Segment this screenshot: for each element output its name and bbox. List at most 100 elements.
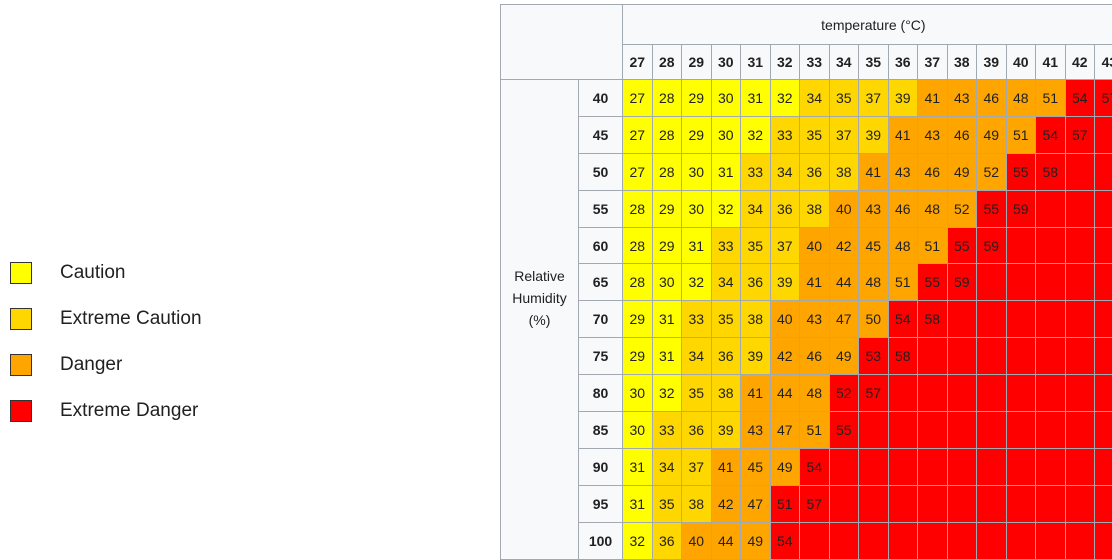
table-cell: 37 bbox=[770, 227, 800, 264]
table-cell: 28 bbox=[652, 153, 682, 190]
table-cell: 39 bbox=[859, 116, 889, 153]
table-cell: 54 bbox=[770, 522, 800, 559]
column-header: 27 bbox=[623, 45, 653, 80]
row-header: 95 bbox=[579, 485, 623, 522]
column-header: 42 bbox=[1065, 45, 1095, 80]
column-header: 38 bbox=[947, 45, 977, 80]
table-cell: 59 bbox=[1006, 190, 1036, 227]
table-cell: 35 bbox=[829, 80, 859, 117]
table-cell: 30 bbox=[682, 153, 712, 190]
table-cell bbox=[829, 522, 859, 559]
table-cell: 45 bbox=[741, 448, 771, 485]
table-cell: 32 bbox=[711, 190, 741, 227]
row-header: 65 bbox=[579, 264, 623, 301]
table-cell bbox=[888, 522, 918, 559]
table-cell bbox=[1095, 522, 1112, 559]
table-cell bbox=[1095, 227, 1112, 264]
table-cell bbox=[977, 485, 1007, 522]
table-cell: 43 bbox=[859, 190, 889, 227]
table-cell: 40 bbox=[770, 301, 800, 338]
table-cell bbox=[1036, 485, 1066, 522]
column-header: 43 bbox=[1095, 45, 1112, 80]
table-cell bbox=[1065, 190, 1095, 227]
table-cell: 41 bbox=[918, 80, 948, 117]
table-cell: 31 bbox=[652, 301, 682, 338]
table-cell: 44 bbox=[770, 375, 800, 412]
table-cell bbox=[947, 338, 977, 375]
table-cell bbox=[918, 448, 948, 485]
legend-label: Extreme Caution bbox=[60, 308, 202, 330]
table-cell bbox=[1006, 301, 1036, 338]
column-header: 31 bbox=[741, 45, 771, 80]
table-cell: 27 bbox=[623, 116, 653, 153]
table-cell: 33 bbox=[770, 116, 800, 153]
table-cell: 51 bbox=[770, 485, 800, 522]
table-cell bbox=[1065, 375, 1095, 412]
table-cell: 30 bbox=[623, 375, 653, 412]
table-cell bbox=[977, 375, 1007, 412]
table-cell bbox=[829, 448, 859, 485]
row-header: 75 bbox=[579, 338, 623, 375]
row-header: 90 bbox=[579, 448, 623, 485]
table-cell: 36 bbox=[770, 190, 800, 227]
table-cell: 42 bbox=[711, 485, 741, 522]
table-cell: 48 bbox=[888, 227, 918, 264]
table-cell bbox=[1036, 522, 1066, 559]
table-cell: 37 bbox=[829, 116, 859, 153]
table-cell bbox=[1095, 375, 1112, 412]
table-cell: 43 bbox=[947, 80, 977, 117]
table-cell: 58 bbox=[888, 338, 918, 375]
table-cell: 42 bbox=[829, 227, 859, 264]
table-cell: 48 bbox=[1006, 80, 1036, 117]
table-cell: 46 bbox=[918, 153, 948, 190]
column-header: 32 bbox=[770, 45, 800, 80]
table-cell bbox=[1036, 448, 1066, 485]
table-cell: 30 bbox=[623, 412, 653, 449]
table-cell: 47 bbox=[770, 412, 800, 449]
table-cell: 52 bbox=[977, 153, 1007, 190]
table-cell: 57 bbox=[859, 375, 889, 412]
table-cell: 28 bbox=[652, 116, 682, 153]
table-cell bbox=[859, 412, 889, 449]
table-cell: 37 bbox=[682, 448, 712, 485]
table-cell: 44 bbox=[711, 522, 741, 559]
table-cell bbox=[1006, 522, 1036, 559]
table-cell: 27 bbox=[623, 80, 653, 117]
column-header: 40 bbox=[1006, 45, 1036, 80]
row-header: 40 bbox=[579, 80, 623, 117]
table-cell bbox=[1065, 448, 1095, 485]
table-cell: 38 bbox=[800, 190, 830, 227]
table-cell bbox=[947, 448, 977, 485]
table-cell bbox=[859, 522, 889, 559]
table-cell: 39 bbox=[770, 264, 800, 301]
table-cell: 46 bbox=[947, 116, 977, 153]
table-cell: 41 bbox=[859, 153, 889, 190]
table-cell: 45 bbox=[859, 227, 889, 264]
table-cell: 55 bbox=[977, 190, 1007, 227]
table-cell: 34 bbox=[711, 264, 741, 301]
table-cell: 30 bbox=[652, 264, 682, 301]
column-header: 36 bbox=[888, 45, 918, 80]
table-cell: 36 bbox=[800, 153, 830, 190]
table-cell bbox=[888, 485, 918, 522]
table-cell: 38 bbox=[711, 375, 741, 412]
table-cell: 35 bbox=[800, 116, 830, 153]
table-cell: 32 bbox=[741, 116, 771, 153]
column-header: 39 bbox=[977, 45, 1007, 80]
table-cell bbox=[1065, 485, 1095, 522]
legend-item: Caution bbox=[10, 250, 202, 296]
legend-item: Extreme Danger bbox=[10, 388, 202, 434]
table-cell bbox=[918, 338, 948, 375]
table-cell: 51 bbox=[888, 264, 918, 301]
row-header: 50 bbox=[579, 153, 623, 190]
column-header: 35 bbox=[859, 45, 889, 80]
table-cell: 41 bbox=[800, 264, 830, 301]
legend-label: Extreme Danger bbox=[60, 400, 198, 422]
legend-item: Extreme Caution bbox=[10, 296, 202, 342]
table-cell: 48 bbox=[859, 264, 889, 301]
table-cell: 48 bbox=[918, 190, 948, 227]
